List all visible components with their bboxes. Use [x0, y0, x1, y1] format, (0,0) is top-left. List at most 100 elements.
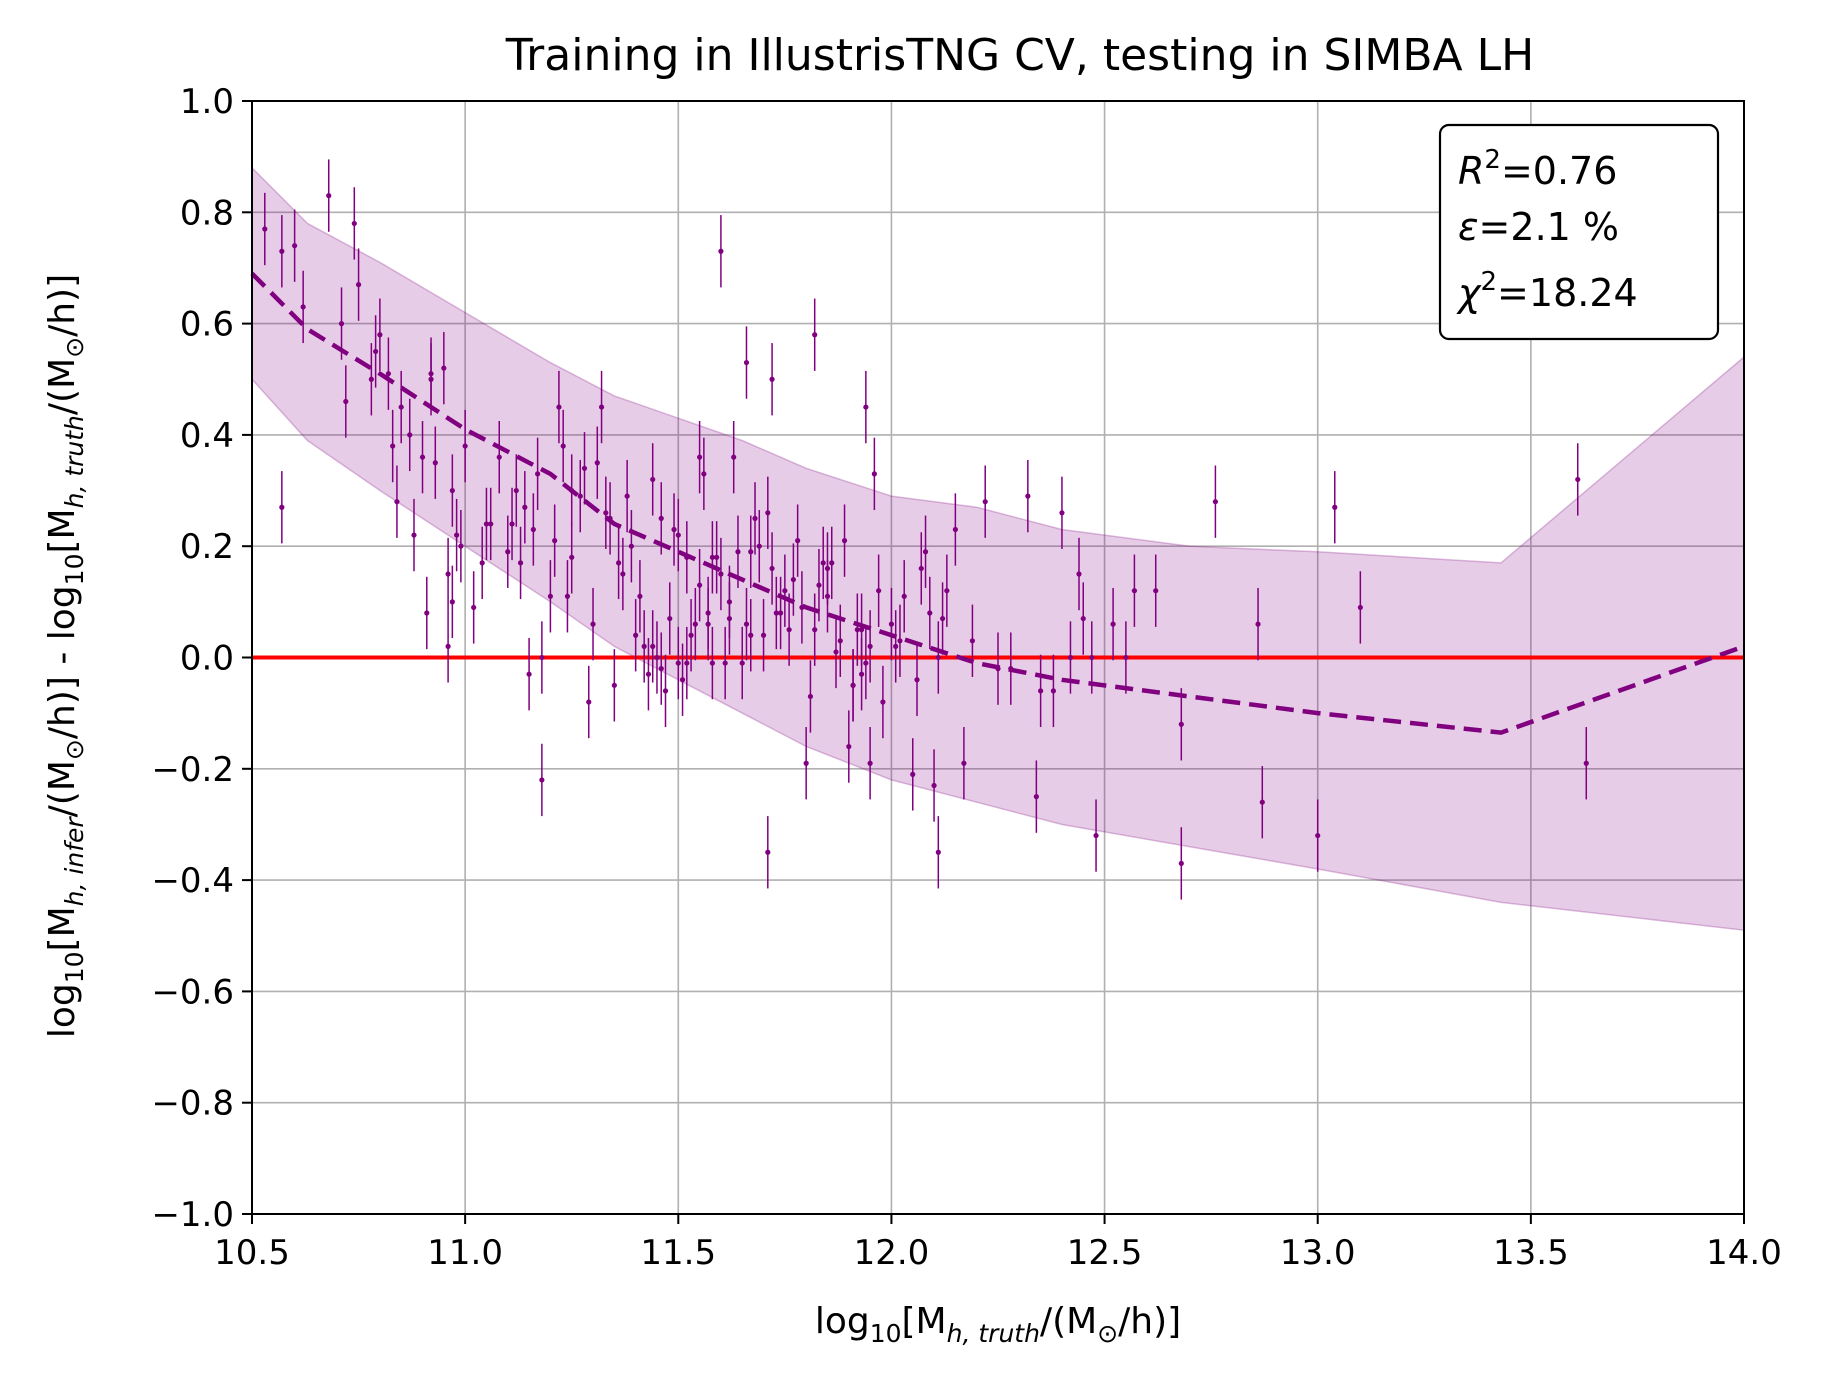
data-point — [633, 599, 639, 672]
y-axis-label: log10[Mh, infer/(M⊙/h)] - log10[Mh, trut… — [42, 274, 89, 1038]
data-point — [748, 515, 754, 588]
x-tick-label: 12.0 — [854, 1233, 930, 1273]
point-marker — [773, 610, 779, 616]
x-axis-label: log10[Mh, truth/(M⊙/h)] — [815, 1301, 1181, 1348]
point-marker — [645, 671, 652, 677]
data-point — [705, 587, 711, 661]
point-marker — [279, 504, 285, 510]
data-point — [675, 498, 681, 572]
data-point — [1050, 654, 1057, 728]
point-marker — [675, 532, 681, 538]
point-marker — [620, 571, 626, 577]
point-marker — [262, 226, 268, 232]
point-marker — [760, 632, 767, 638]
point-marker — [816, 582, 822, 588]
data-point — [535, 437, 541, 511]
point-marker — [535, 471, 541, 477]
data-point — [697, 420, 703, 494]
data-point — [522, 471, 528, 544]
data-point — [394, 465, 400, 538]
point-marker — [496, 454, 502, 460]
data-point — [462, 409, 468, 483]
point-marker — [1332, 504, 1338, 510]
point-marker — [748, 549, 754, 555]
data-point — [590, 587, 596, 661]
point-marker — [820, 560, 826, 566]
data-point — [279, 215, 285, 288]
mean-curve — [250, 271, 1745, 735]
data-point — [867, 727, 873, 800]
data-point — [624, 459, 630, 533]
data-point — [748, 599, 754, 672]
point-marker — [343, 398, 349, 405]
data-point — [637, 560, 643, 633]
data-point — [1076, 537, 1082, 611]
data-point — [594, 426, 600, 499]
data-point — [897, 604, 903, 677]
data-point — [505, 515, 511, 588]
point-marker — [471, 604, 477, 611]
data-point — [969, 604, 976, 677]
y-tick-label: 1.0 — [180, 82, 234, 122]
point-marker — [479, 560, 485, 566]
point-marker — [385, 371, 392, 377]
data-point — [1259, 766, 1265, 839]
point-marker — [671, 526, 677, 533]
point-marker — [300, 304, 306, 310]
x-tick-label: 13.5 — [1493, 1233, 1569, 1273]
data-point — [820, 526, 826, 600]
data-point — [368, 343, 374, 416]
point-marker — [829, 560, 835, 566]
data-point — [530, 493, 536, 566]
point-marker — [679, 677, 686, 683]
point-marker — [1089, 654, 1095, 661]
data-point — [326, 159, 332, 232]
point-marker — [888, 621, 895, 627]
data-points — [262, 159, 1589, 900]
point-marker — [1315, 832, 1321, 839]
data-point — [262, 192, 268, 266]
data-point — [922, 515, 929, 588]
data-point — [658, 632, 664, 705]
point-marker — [952, 526, 958, 533]
data-point — [586, 665, 592, 739]
data-point — [662, 654, 669, 728]
point-marker — [577, 493, 583, 499]
point-marker — [871, 471, 877, 477]
data-point — [445, 610, 451, 683]
point-marker — [1575, 476, 1581, 483]
point-marker — [1178, 721, 1184, 727]
data-point — [1583, 727, 1589, 800]
point-marker — [598, 404, 605, 410]
point-marker — [841, 538, 848, 544]
point-marker — [373, 348, 379, 355]
data-point — [952, 493, 958, 566]
data-point — [675, 626, 681, 700]
data-point — [803, 727, 809, 800]
point-marker — [927, 610, 933, 616]
data-point — [760, 599, 767, 672]
point-marker — [650, 643, 656, 649]
point-marker — [709, 554, 715, 560]
point-marker — [726, 599, 733, 605]
point-marker — [658, 666, 664, 672]
data-point — [935, 621, 941, 694]
point-marker — [752, 515, 758, 521]
data-point — [1093, 799, 1099, 872]
data-point — [581, 432, 588, 505]
point-marker — [581, 465, 588, 471]
data-point — [918, 532, 924, 605]
point-marker — [616, 560, 622, 566]
data-point — [876, 554, 882, 627]
data-point — [833, 615, 839, 689]
y-tick-label: 0.4 — [180, 416, 234, 456]
point-marker — [731, 454, 737, 460]
data-point — [910, 738, 916, 811]
point-marker — [667, 615, 673, 622]
data-point — [1178, 688, 1184, 761]
data-point — [931, 749, 937, 822]
data-point — [641, 610, 647, 683]
point-marker — [368, 376, 374, 382]
data-point — [1255, 587, 1261, 661]
point-marker — [624, 493, 630, 499]
